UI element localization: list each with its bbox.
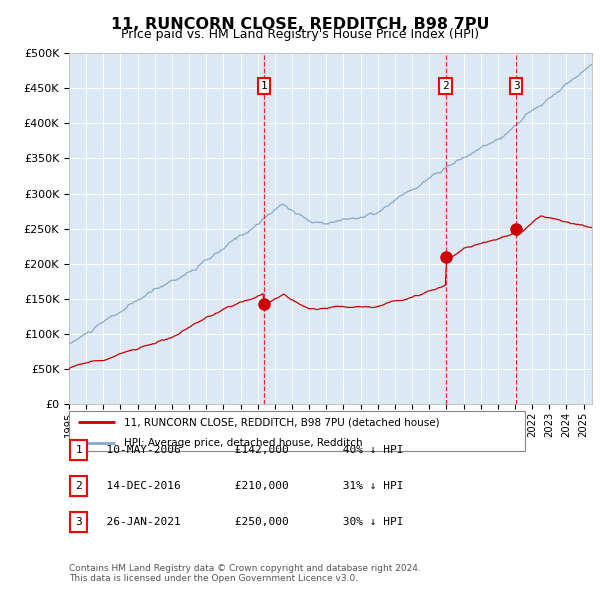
FancyBboxPatch shape <box>69 411 525 451</box>
Text: 2: 2 <box>442 81 449 91</box>
Text: Contains HM Land Registry data © Crown copyright and database right 2024.
This d: Contains HM Land Registry data © Crown c… <box>69 563 421 583</box>
Text: 26-JAN-2021        £250,000        30% ↓ HPI: 26-JAN-2021 £250,000 30% ↓ HPI <box>93 517 404 527</box>
Text: 1: 1 <box>75 445 82 455</box>
Text: 10-MAY-2006        £142,000        40% ↓ HPI: 10-MAY-2006 £142,000 40% ↓ HPI <box>93 445 404 455</box>
FancyBboxPatch shape <box>70 512 87 532</box>
Text: 1: 1 <box>260 81 267 91</box>
Text: 2: 2 <box>75 481 82 491</box>
Text: Price paid vs. HM Land Registry's House Price Index (HPI): Price paid vs. HM Land Registry's House … <box>121 28 479 41</box>
Text: 3: 3 <box>513 81 520 91</box>
FancyBboxPatch shape <box>70 476 87 496</box>
FancyBboxPatch shape <box>70 440 87 460</box>
Text: HPI: Average price, detached house, Redditch: HPI: Average price, detached house, Redd… <box>124 438 362 448</box>
Text: 11, RUNCORN CLOSE, REDDITCH, B98 7PU (detached house): 11, RUNCORN CLOSE, REDDITCH, B98 7PU (de… <box>124 418 439 428</box>
Text: 11, RUNCORN CLOSE, REDDITCH, B98 7PU: 11, RUNCORN CLOSE, REDDITCH, B98 7PU <box>111 17 489 31</box>
Text: 3: 3 <box>75 517 82 527</box>
Text: 14-DEC-2016        £210,000        31% ↓ HPI: 14-DEC-2016 £210,000 31% ↓ HPI <box>93 481 404 491</box>
